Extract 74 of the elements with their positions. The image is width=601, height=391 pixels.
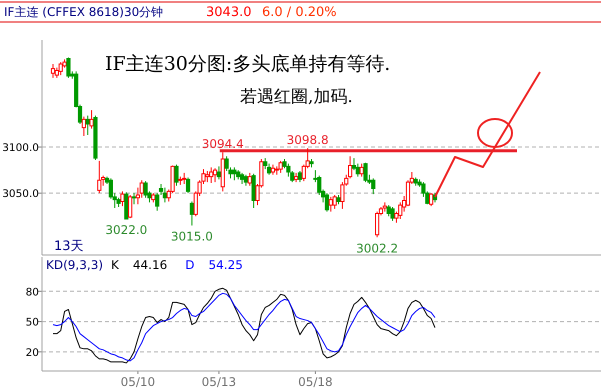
chart-title: KD(9,3,3) bbox=[46, 258, 104, 272]
candlestick bbox=[212, 168, 218, 183]
candlestick bbox=[151, 192, 156, 203]
candlestick bbox=[162, 187, 167, 203]
y-tick-label: 3050.0 bbox=[2, 188, 39, 200]
candlestick bbox=[252, 173, 256, 208]
candlestick bbox=[190, 200, 194, 226]
x-tick-label: 05/10 bbox=[120, 375, 156, 389]
candlestick bbox=[294, 172, 298, 183]
annotation: 3015.0 bbox=[170, 229, 213, 244]
candlestick bbox=[58, 62, 63, 76]
candlestick bbox=[244, 174, 248, 186]
text: D bbox=[185, 258, 194, 272]
annotation: 13天 bbox=[54, 239, 84, 254]
candlestick bbox=[236, 170, 240, 180]
text: 6.0 / 0.20% bbox=[262, 5, 337, 20]
candlestick bbox=[232, 166, 236, 181]
candlestick bbox=[132, 192, 136, 205]
annotation: IF主连30分图:多头底单持有等待. bbox=[105, 53, 390, 75]
candlestick bbox=[386, 204, 391, 217]
candlestick bbox=[332, 194, 337, 210]
candlestick bbox=[363, 162, 368, 183]
candlestick bbox=[309, 158, 314, 168]
candlestick bbox=[182, 172, 186, 184]
candlestick bbox=[97, 160, 102, 194]
candlestick bbox=[429, 192, 434, 207]
y-tick-label: 50 bbox=[26, 316, 39, 329]
annotation: 3022.0 bbox=[105, 223, 148, 238]
candlestick bbox=[124, 192, 128, 220]
candlestick bbox=[205, 170, 210, 183]
candlestick bbox=[93, 115, 98, 160]
candlestick bbox=[178, 176, 182, 186]
candlestick bbox=[390, 206, 395, 222]
candlestick bbox=[248, 172, 252, 186]
candlestick bbox=[50, 63, 56, 78]
y-tick-label: 80 bbox=[26, 286, 39, 298]
candlestick bbox=[382, 202, 387, 212]
candlestick bbox=[240, 172, 244, 184]
candlestick bbox=[120, 190, 125, 207]
chart-title: IF主连 (CFFEX 8618)30分钟 bbox=[4, 5, 164, 19]
annotation: 44.16 bbox=[132, 258, 168, 272]
candlestick bbox=[360, 163, 364, 178]
candlestick bbox=[144, 180, 148, 198]
y-tick-label: 3100.0 bbox=[2, 142, 39, 154]
y-tick-label: 20 bbox=[26, 346, 39, 359]
annotation: 54.25 bbox=[208, 258, 243, 272]
candlestick bbox=[66, 57, 71, 78]
candlestick bbox=[336, 194, 341, 205]
x-tick-label: 05/13 bbox=[202, 375, 236, 389]
annotation: 3098.8 bbox=[286, 133, 329, 148]
candlestick bbox=[216, 166, 222, 180]
text: K bbox=[111, 258, 120, 272]
candlestick bbox=[174, 164, 179, 186]
candlestick bbox=[324, 192, 330, 212]
candlestick bbox=[128, 194, 132, 219]
text: 3043.0 bbox=[206, 5, 252, 20]
candlestick bbox=[328, 196, 333, 212]
candlestick bbox=[414, 176, 418, 186]
x-tick-label: 05/18 bbox=[298, 375, 333, 389]
candlestick bbox=[371, 178, 376, 195]
candlestick bbox=[116, 197, 121, 208]
candlestick bbox=[89, 110, 94, 130]
annotation: 3002.2 bbox=[356, 241, 398, 256]
candlestick bbox=[270, 164, 276, 176]
annotation: 若遇红圈,加码. bbox=[240, 87, 353, 107]
annotation: 3094.4 bbox=[202, 137, 244, 152]
candlestick bbox=[209, 166, 214, 184]
candlestick bbox=[82, 116, 86, 136]
candlestick bbox=[86, 115, 90, 136]
candlestick bbox=[375, 211, 380, 238]
candlestick bbox=[186, 176, 190, 194]
candlestick bbox=[298, 170, 302, 183]
candlestick bbox=[278, 160, 283, 174]
candlestick bbox=[220, 152, 225, 192]
